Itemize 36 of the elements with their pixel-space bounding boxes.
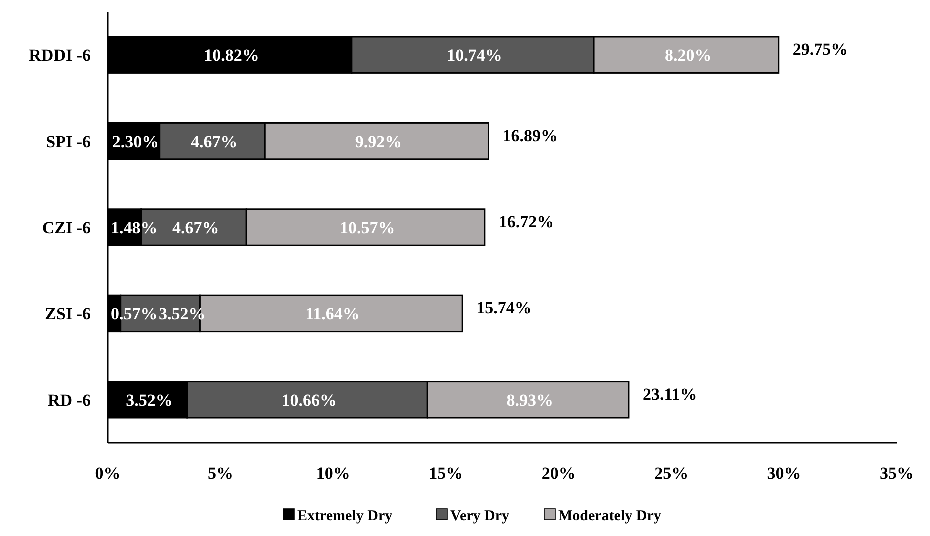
x-tick-label: 5% (208, 464, 234, 483)
legend-label: Moderately Dry (558, 508, 662, 524)
x-tick-label: 0% (95, 464, 121, 483)
data-label: 0.57% (111, 304, 158, 324)
data-label: 10.57% (340, 218, 396, 238)
data-label: 11.64% (306, 304, 360, 324)
data-label: 10.66% (282, 390, 337, 410)
total-label: 23.11% (642, 384, 698, 404)
y-tick-label: CZI -6 (42, 218, 91, 238)
data-label: 4.67% (172, 218, 220, 238)
y-tick-label: RDDI -6 (29, 46, 91, 66)
data-label: 3.52% (126, 390, 173, 410)
x-tick-label: 30% (767, 464, 802, 483)
x-tick-label: 35% (880, 464, 914, 483)
total-label: 29.75% (792, 40, 848, 60)
legend-label: Extremely Dry (298, 508, 394, 524)
data-label: 8.20% (664, 46, 712, 66)
data-label: 9.92% (355, 132, 402, 152)
data-label: 8.93% (506, 390, 554, 410)
total-label: 16.72% (498, 212, 554, 232)
data-label: 2.30% (112, 132, 160, 152)
total-label: 15.74% (476, 298, 532, 318)
x-tick-label: 20% (542, 464, 576, 483)
y-tick-label: SPI -6 (46, 132, 91, 152)
data-label: 10.74% (447, 46, 502, 66)
y-tick-label: ZSI -6 (45, 304, 91, 324)
legend-label: Very Dry (450, 508, 510, 524)
data-label: 4.67% (190, 132, 238, 152)
x-tick-label: 25% (654, 464, 689, 483)
data-label: 3.52% (159, 304, 206, 324)
data-label: 1.48% (111, 218, 158, 238)
y-tick-label: RD -6 (48, 390, 91, 410)
data-label: 10.82% (204, 46, 260, 66)
total-label: 16.89% (502, 126, 558, 146)
x-tick-label: 10% (316, 464, 350, 483)
x-tick-label: 15% (429, 464, 464, 483)
